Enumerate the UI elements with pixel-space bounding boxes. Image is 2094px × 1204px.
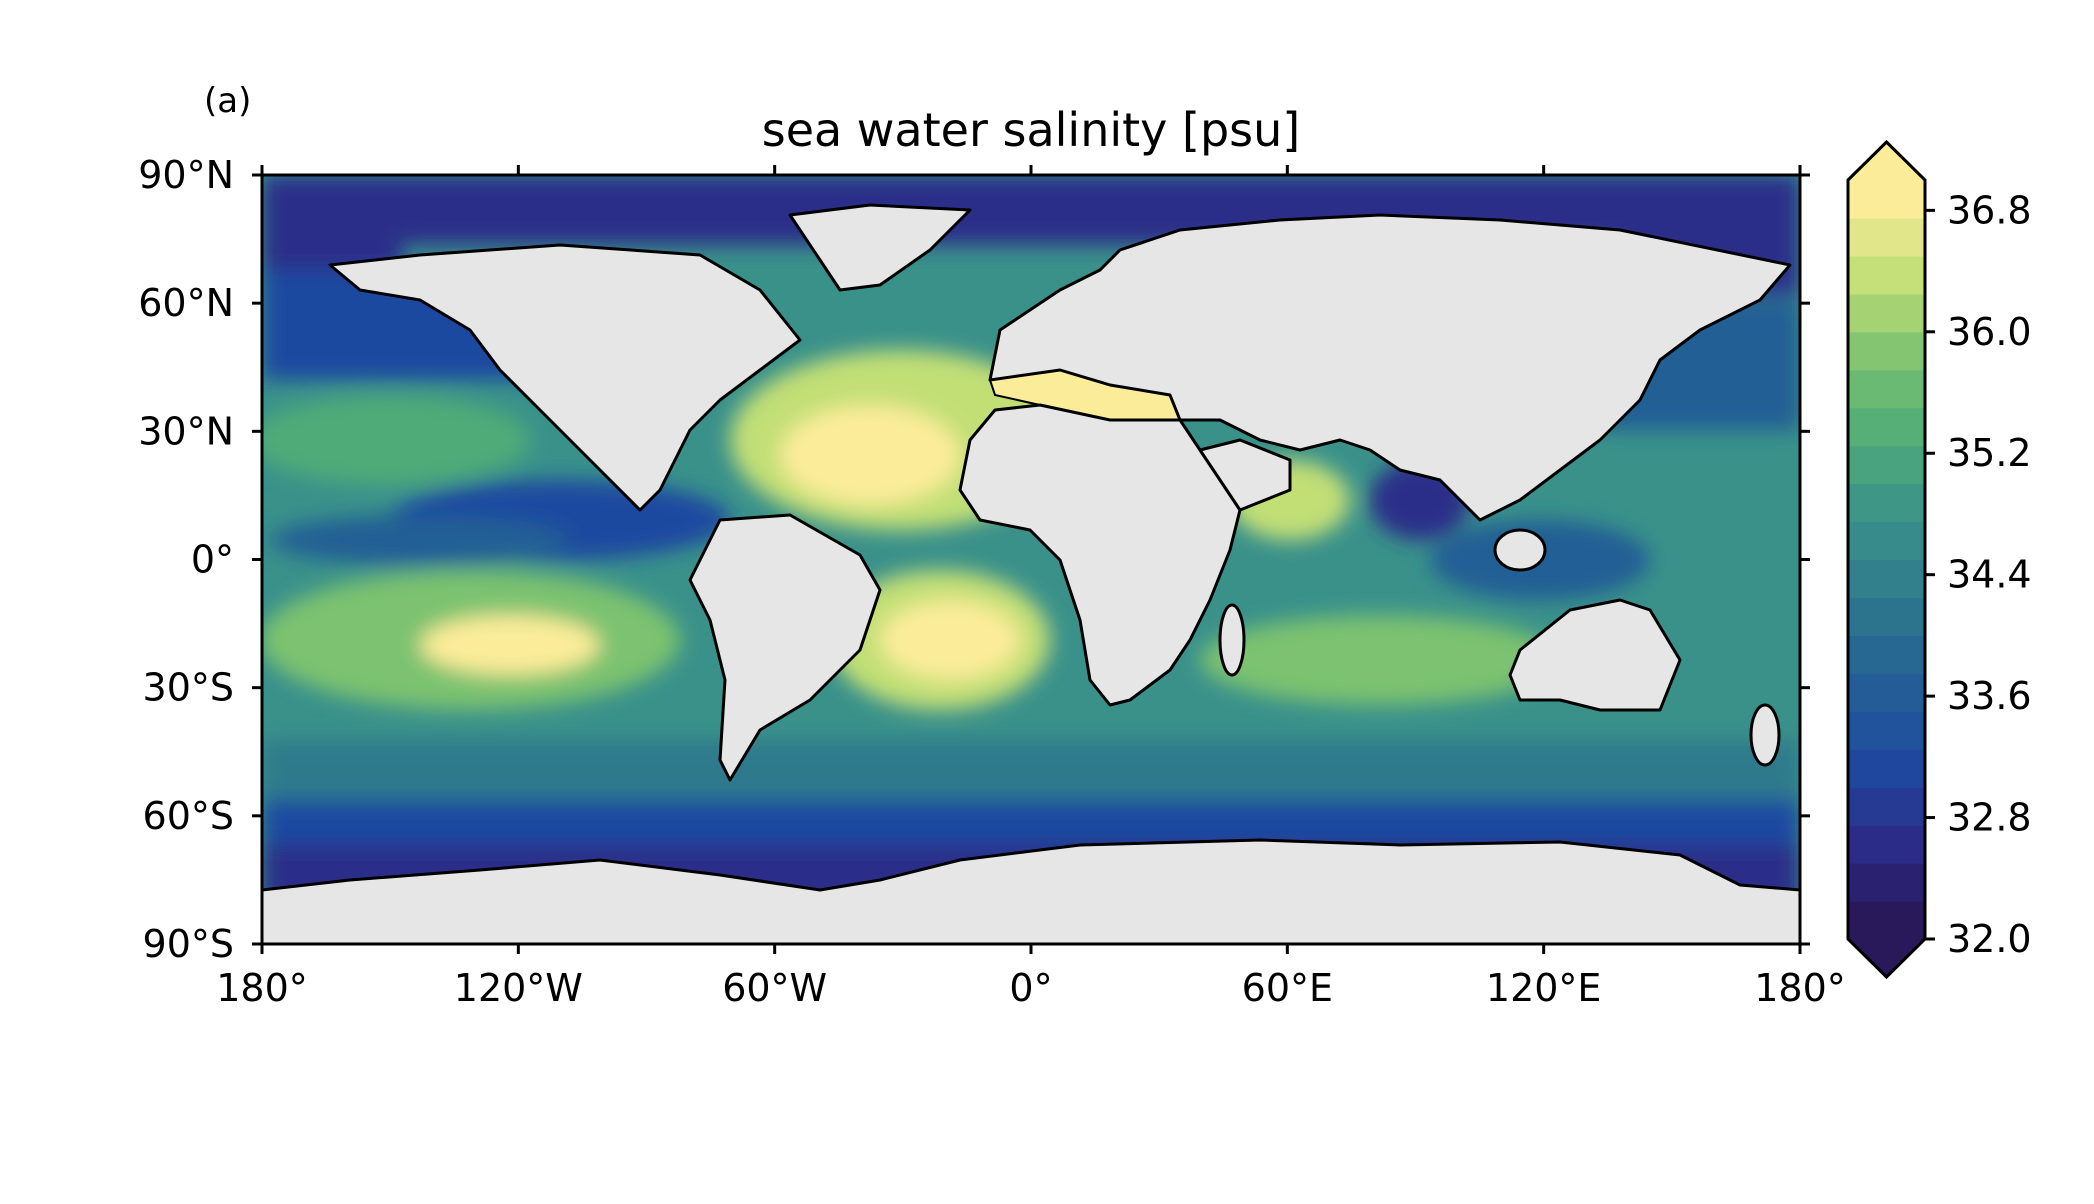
colorbar: 32.0 32.8 33.6 34.4 35.2 36.0 36.8: [1846, 139, 2032, 980]
x-tick-label: 120°W: [454, 966, 583, 1010]
colorbar-level: [1848, 863, 1925, 902]
colorbar-level: [1848, 635, 1925, 674]
y-tick-label: 30°N: [138, 409, 234, 453]
panel-label: (a): [204, 81, 251, 121]
x-tick-label: 180°: [1754, 966, 1846, 1010]
borneo: [1493, 528, 1547, 572]
y-tick-label: 90°N: [138, 153, 234, 197]
colorbar-tick-label: 34.4: [1947, 553, 2032, 597]
antarctica: [262, 838, 1800, 944]
colorbar-extend-high: [1848, 142, 1925, 180]
arabian-peninsula: [1198, 438, 1292, 512]
colorbar-level: [1848, 559, 1925, 599]
colorbar-level: [1848, 825, 1925, 864]
madagascar: [1218, 603, 1246, 677]
colorbar-tick-label: 35.2: [1947, 431, 2032, 475]
colorbar-tick-label: 36.0: [1947, 310, 2032, 354]
colorbar-level: [1848, 407, 1925, 447]
colorbar-level: [1848, 483, 1925, 523]
colorbar-level: [1848, 217, 1925, 257]
colorbar-levels: [1848, 142, 1925, 977]
colorbar-level: [1848, 521, 1925, 561]
new-zealand: [1749, 703, 1781, 767]
colorbar-level: [1848, 711, 1925, 750]
x-tick-label: 0°: [1009, 966, 1052, 1010]
y-tick-label: 60°S: [143, 794, 234, 838]
x-tick-label: 60°W: [722, 966, 827, 1010]
colorbar-level: [1848, 445, 1925, 485]
map-ticks: 180° 120°W 60°W 0° 60°E 120°E 180° 90°N 60°N 30°N…: [138, 153, 1846, 1010]
colorbar-level: [1848, 749, 1925, 788]
colorbar-level: [1848, 255, 1925, 295]
map-title: sea water salinity [psu]: [762, 103, 1301, 157]
colorbar-extend-low: [1848, 939, 1925, 977]
colorbar-level: [1848, 901, 1925, 940]
colorbar-level: [1848, 673, 1925, 712]
colorbar-tick-label: 32.8: [1947, 796, 2032, 840]
colorbar-level: [1848, 597, 1925, 636]
colorbar-ticks: 32.0 32.8 33.6 34.4 35.2 36.0 36.8: [1925, 188, 2032, 961]
australia: [1508, 598, 1682, 712]
greenland: [788, 203, 972, 292]
colorbar-tick-label: 32.0: [1947, 917, 2032, 961]
colorbar-level: [1848, 180, 1925, 219]
colorbar-tick-label: 36.8: [1947, 188, 2032, 232]
north-america: [328, 243, 802, 512]
x-tick-label: 180°: [216, 966, 308, 1010]
y-tick-label: 0°: [191, 538, 234, 582]
y-tick-label: 60°N: [138, 281, 234, 325]
colorbar-level: [1848, 293, 1925, 333]
y-tick-label: 30°S: [143, 666, 234, 710]
eurasia: [988, 213, 1792, 522]
x-tick-label: 60°E: [1242, 966, 1333, 1010]
colorbar-level: [1848, 787, 1925, 826]
land-masses: [262, 203, 1800, 944]
y-tick-label: 90°S: [143, 922, 234, 966]
x-tick-label: 120°E: [1486, 966, 1602, 1010]
colorbar-level: [1848, 369, 1925, 409]
colorbar-tick-label: 33.6: [1947, 674, 2032, 718]
south-america: [688, 513, 882, 782]
africa: [958, 403, 1242, 707]
colorbar-level: [1848, 331, 1925, 371]
